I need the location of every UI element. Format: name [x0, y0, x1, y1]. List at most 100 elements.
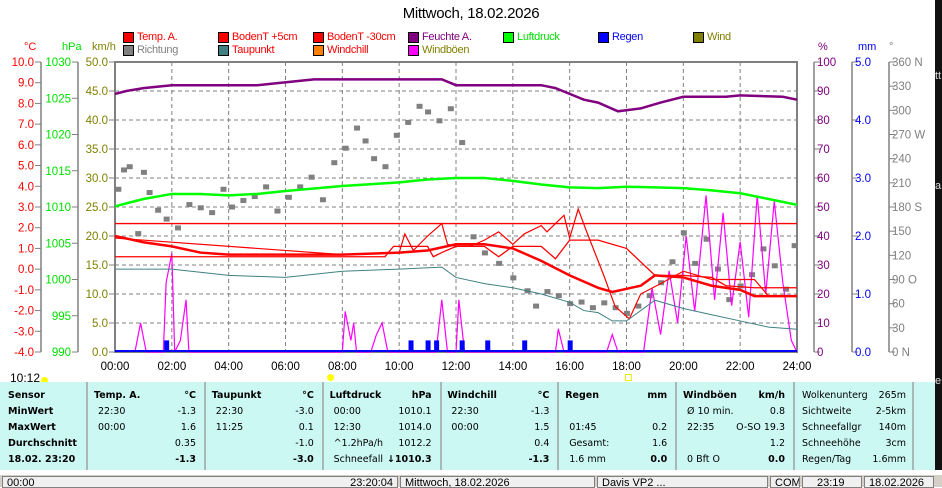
- direction-point: [567, 301, 574, 307]
- axis-tick-label: 995: [52, 311, 71, 323]
- axis-tick-label: 60: [817, 173, 830, 185]
- axis-unit-pressure: hPa: [62, 41, 82, 53]
- extra-label: Regen/Tag: [802, 454, 852, 465]
- direction-point: [229, 204, 236, 210]
- cell-value: -1.0: [295, 438, 314, 449]
- rain-bar: [164, 340, 170, 352]
- axis-tick-label: 10.0: [12, 57, 34, 69]
- extra-value: 1.6mm: [872, 454, 906, 465]
- direction-point: [331, 160, 338, 166]
- cell-label: 00:00: [333, 406, 361, 417]
- direction-point: [771, 263, 778, 269]
- direction-point: [416, 103, 423, 109]
- legend-item: Luftdruck: [503, 31, 560, 43]
- direction-point: [209, 210, 216, 216]
- legend-label: Temp. A.: [137, 31, 178, 43]
- col-header: Windchill: [447, 390, 497, 401]
- x-tick-label: 18:00: [612, 361, 641, 373]
- direction-point: [612, 305, 619, 311]
- axis-tick-label: 5.0: [855, 57, 871, 69]
- legend-swatch-icon: [218, 31, 229, 43]
- x-tick-label: 02:00: [157, 361, 186, 373]
- cell-label: 22:30: [215, 406, 244, 417]
- axis-tick-label: 270 W: [892, 130, 925, 142]
- table-col-sensor: Sensor MinWert MaxWert Durchschnitt 18.02. 2…: [0, 382, 88, 470]
- legend-label: Feuchte A.: [422, 31, 472, 43]
- direction-point: [680, 230, 687, 236]
- legend-swatch-icon: [123, 31, 134, 43]
- axis-tick-label: 60: [892, 299, 905, 311]
- direction-point: [140, 169, 147, 175]
- cell-label: 22:35: [687, 422, 715, 433]
- axis-tick-label: 15.0: [86, 260, 108, 272]
- axis-tick-label: 1020: [45, 130, 71, 142]
- legend-label: Luftdruck: [517, 31, 560, 43]
- legend-item: Feuchte A.: [408, 31, 472, 43]
- x-tick-label: 12:00: [442, 361, 471, 373]
- cell-label: 00:00: [451, 422, 479, 433]
- direction-point: [635, 303, 642, 309]
- legend-label: Richtung: [137, 44, 179, 56]
- x-tick-label: 06:00: [271, 361, 300, 373]
- axis-tick-label: 30: [892, 323, 905, 335]
- cell-label: 22:30: [451, 406, 479, 417]
- axis-tick-label: 8.0: [18, 98, 34, 110]
- direction-point: [760, 246, 767, 252]
- cell-value: ↓1010.3: [386, 454, 432, 465]
- cell-label: 12:30: [333, 422, 361, 433]
- cell-label: 22:30: [98, 406, 126, 417]
- cell-value: -1.3: [175, 454, 196, 465]
- cell-value: 1012.2: [398, 438, 432, 449]
- axis-tick-label: 5.0: [92, 318, 108, 330]
- cell-value: -1.3: [530, 406, 550, 417]
- rain-bar: [425, 340, 431, 352]
- cell-value: 0.8: [769, 406, 785, 417]
- col-header: Regen: [565, 390, 599, 401]
- x-tick-label: 10:00: [385, 361, 414, 373]
- axis-tick-label: 1.0: [855, 289, 871, 301]
- direction-point: [791, 243, 798, 249]
- cell-label: 01:45: [569, 422, 597, 433]
- axis-tick-label: 90: [817, 86, 830, 98]
- axis-unit-rain: mm: [858, 41, 876, 53]
- legend-item: BodenT +5cm: [218, 31, 298, 43]
- x-tick-label: 22:00: [726, 361, 755, 373]
- direction-point: [470, 234, 477, 240]
- direction-point: [135, 231, 142, 237]
- direction-point: [285, 194, 292, 200]
- axis-tick-label: -4.0: [14, 347, 34, 359]
- axis-tick-label: 5.0: [18, 161, 34, 173]
- axis-tick-label: 0 N: [892, 347, 910, 359]
- axis-tick-label: 990: [52, 347, 71, 359]
- legend-label: Regen: [612, 31, 643, 43]
- col-header: Windböen: [683, 390, 737, 401]
- axis-unit-humidity: %: [818, 41, 828, 53]
- status-today: 18.02.2026: [864, 476, 934, 488]
- table-col-extra: Wolkenunterg 265m Sichtweite 2-5km Schneefal…: [797, 382, 914, 470]
- col-header: Sensor: [8, 390, 45, 401]
- legend-label: Taupunkt: [232, 44, 275, 56]
- status-date: Mittwoch, 18.02.2026: [400, 476, 595, 488]
- col-unit: hPa: [411, 390, 432, 401]
- status-clock: 23:19: [802, 476, 862, 488]
- axis-tick-label: 2.0: [855, 231, 871, 243]
- direction-point: [274, 208, 281, 214]
- axis-tick-label: 45.0: [86, 86, 108, 98]
- direction-point: [362, 138, 369, 144]
- direction-point: [319, 197, 326, 203]
- axis-tick-label: 70: [817, 144, 830, 156]
- axis-unit-direction: °: [889, 41, 893, 53]
- legend-swatch-icon: [598, 31, 609, 43]
- col-unit: °C: [537, 390, 550, 401]
- sunrise-time: 10:12: [10, 371, 41, 385]
- direction-point: [251, 194, 258, 200]
- legend-item: Wind: [693, 31, 731, 43]
- cell-label: ^1.2hPa/h: [333, 438, 384, 449]
- axis-tick-label: 330: [892, 81, 911, 93]
- axis-tick-label: 3.0: [18, 202, 34, 214]
- legend-swatch-icon: [408, 44, 419, 56]
- cell-value: 1014.0: [398, 422, 432, 433]
- axis-tick-label: 20.0: [86, 231, 108, 243]
- sunset-marker-icon: [625, 374, 632, 381]
- chart-title: Mittwoch, 18.02.2026: [402, 5, 540, 22]
